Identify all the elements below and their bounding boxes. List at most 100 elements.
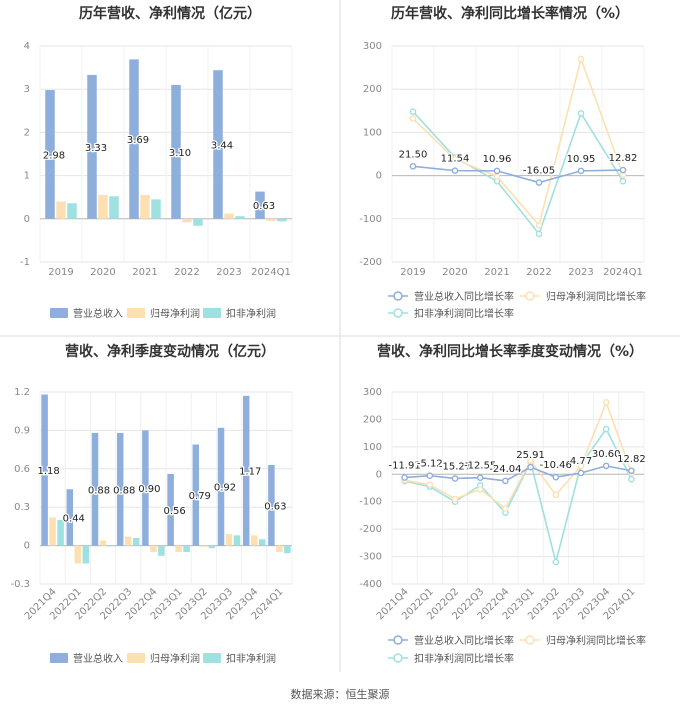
y-tick-label: -200 (359, 524, 382, 535)
data-label: 10.95 (567, 154, 596, 165)
x-tick-label: 2020 (90, 267, 115, 278)
bar-parent-profit (140, 195, 150, 219)
legend-label: 归母净利润同比增长率 (546, 290, 646, 303)
y-tick-label: -400 (359, 579, 382, 590)
data-label: 0.79 (189, 491, 211, 502)
data-label: 1.18 (37, 466, 59, 477)
point-revenue (577, 167, 585, 175)
bar-deducted-profit (235, 216, 245, 219)
data-label: -16.05 (523, 166, 555, 177)
chart-c3: 营收、净利季度变动情况（亿元）-0.300.30.60.91.22021Q420… (10, 343, 293, 665)
bar-parent-profit (74, 545, 82, 564)
data-label: 0.63 (264, 501, 286, 512)
bar-parent-profit (225, 534, 233, 546)
y-tick-label: -100 (359, 214, 382, 225)
y-tick-label: 4 (24, 41, 30, 52)
y-tick-label: 0 (376, 171, 382, 182)
bar-revenue (192, 444, 200, 546)
y-tick-label: 200 (363, 414, 382, 425)
data-label: -10.46 (540, 460, 572, 471)
y-tick-label: 200 (363, 84, 382, 95)
point-revenue (451, 167, 459, 174)
bar-parent-profit (175, 545, 182, 552)
data-label: 10.96 (483, 154, 512, 165)
data-label: 0.63 (253, 201, 275, 212)
bar-deducted-profit (208, 545, 216, 549)
bar-revenue (116, 432, 124, 546)
data-label: -24.04 (489, 464, 521, 475)
bar-parent-profit (276, 545, 283, 552)
bar-parent-profit (266, 218, 276, 221)
x-tick-label: 2023 (568, 267, 593, 278)
y-tick-label: 0 (376, 469, 382, 480)
bar-deducted-profit (107, 545, 115, 547)
bar-revenue (171, 84, 181, 219)
data-label: 0.56 (163, 506, 185, 517)
bar-deducted-profit (82, 545, 90, 564)
line-revenue (404, 465, 632, 482)
point-revenue (401, 474, 408, 481)
y-tick-label: 3 (24, 84, 30, 95)
x-tick-label: 2020 (442, 267, 467, 278)
data-label: 3.69 (127, 135, 149, 146)
x-tick-label: 2023 (216, 267, 241, 278)
data-label: 12.82 (617, 454, 646, 465)
point-deducted-profit (619, 177, 627, 185)
bar-deducted-profit (258, 539, 266, 546)
line-deducted-profit (404, 427, 633, 563)
data-label: 1.17 (239, 467, 261, 478)
bar-parent-profit (99, 540, 107, 546)
point-revenue (426, 472, 434, 479)
legend-swatch (203, 653, 221, 663)
bar-parent-profit (49, 517, 56, 546)
bar-revenue (41, 394, 48, 546)
legend-swatch (50, 308, 68, 318)
bar-revenue (242, 395, 250, 546)
data-label: 12.82 (609, 153, 638, 164)
x-tick-label: 2024Q1 (251, 267, 291, 278)
data-label: -11.91 (388, 461, 420, 472)
legend-marker (393, 291, 403, 301)
data-label: 4.77 (570, 456, 592, 467)
data-label: -5.12 (417, 459, 443, 470)
x-tick-label: 2019 (400, 267, 425, 278)
legend-label: 扣非净利润 (226, 307, 276, 320)
legend-marker (393, 635, 403, 645)
point-revenue (527, 463, 534, 471)
line-revenue (412, 165, 624, 184)
bar-parent-profit (98, 195, 108, 219)
bar-deducted-profit (284, 545, 291, 554)
point-parent-profit (552, 491, 560, 499)
point-parent-profit (502, 505, 509, 512)
bar-parent-profit (182, 218, 192, 223)
point-revenue (409, 163, 417, 170)
chart-c1: 历年营收、净利情况（亿元） -1 0 1 2 3 4 2019 2020 2021 2022 2023… (20, 5, 293, 320)
bar-parent-profit (200, 545, 208, 547)
point-parent-profit (476, 486, 484, 493)
line-parent-profit (404, 400, 633, 510)
data-label: 0.44 (63, 513, 85, 524)
line-parent-profit (412, 56, 624, 227)
y-tick-label: 0.6 (14, 464, 30, 475)
point-parent-profit (493, 173, 501, 180)
bar-revenue (129, 59, 139, 219)
y-tick-label: 300 (363, 41, 382, 52)
y-tick-label: 0 (24, 541, 30, 552)
point-deducted-profit (577, 110, 585, 117)
point-parent-profit (451, 495, 459, 503)
point-deducted-profit (409, 108, 417, 115)
y-tick-label: 100 (363, 127, 382, 138)
data-label: 0.88 (113, 485, 135, 496)
x-tick-label: 2022 (526, 267, 551, 278)
y-tick-label: -1 (20, 257, 30, 268)
y-tick-label: 0.3 (14, 502, 30, 513)
data-label: -12.55 (464, 461, 496, 472)
bar-deducted-profit (233, 535, 241, 546)
chart-c2: 历年营收、净利同比增长率情况（%） -200 -100 0 100 200 300 2019 2… (359, 5, 646, 320)
legend-marker (393, 653, 403, 663)
y-tick-label: -200 (359, 257, 382, 268)
bar-revenue (217, 427, 225, 546)
bar-parent-profit (56, 201, 66, 219)
data-label: 3.44 (211, 140, 233, 151)
bar-deducted-profit (67, 203, 77, 219)
